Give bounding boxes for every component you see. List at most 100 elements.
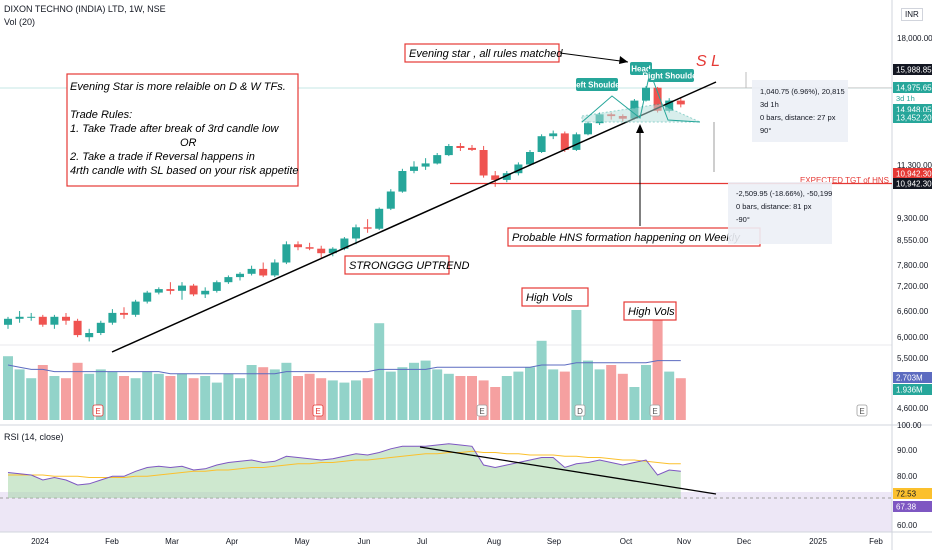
volume-bar (385, 371, 396, 420)
measure-low-badge-bg (893, 112, 932, 123)
volume-bar (629, 387, 640, 420)
high-vols-box-1 (521, 287, 589, 307)
volume-bar (513, 371, 524, 420)
candle-body (514, 164, 523, 174)
hns-text: Probable HNS formation happening on Week… (512, 232, 741, 244)
volume-bar (675, 378, 686, 420)
price-tick-label: 9,300.00 (897, 214, 929, 223)
evening-star-text: Evening star , all rules matched (409, 48, 563, 60)
measure-high-badge-bg (893, 104, 932, 115)
time-tick-label: Dec (737, 537, 751, 546)
head-label: Head (631, 65, 651, 74)
vol-ma-badge-bg (893, 372, 932, 383)
candle-body (224, 277, 233, 283)
volume-bar (641, 365, 651, 420)
event-icon: D (577, 407, 583, 416)
rsi-overbought-fill (8, 443, 681, 498)
candle-body (236, 273, 244, 278)
volume-bar (443, 373, 454, 420)
volume-bar (84, 373, 95, 420)
measure-box-1 (752, 80, 848, 142)
volume-bar (490, 387, 501, 420)
candle-body (120, 312, 128, 315)
measure-box-1-line: 1,040.75 (6.96%), 20,815 (760, 87, 845, 96)
volume-bar (652, 316, 663, 420)
candle-body (108, 312, 117, 323)
trade-rules-line: 2. Take a trade if Reversal happens in (69, 151, 255, 163)
hns-outline (581, 70, 701, 123)
candle-body (433, 155, 442, 164)
candle-body (479, 150, 488, 176)
volume-bar (501, 376, 512, 420)
volume-bar (536, 340, 547, 420)
head-label-bg (630, 62, 652, 75)
candle-body (549, 133, 558, 137)
price-tick-label: 6,000.00 (897, 333, 929, 342)
volume-bar (374, 323, 385, 420)
volume-bar (617, 373, 628, 420)
vol-badge-bg (893, 384, 932, 395)
candle-body (468, 147, 476, 150)
volume-bar (420, 360, 431, 420)
rsi-ma-line (8, 450, 681, 478)
price-tick-label: 5,500.00 (897, 354, 929, 363)
time-tick-label: Mar (165, 537, 179, 546)
rsi-tick-label: 80.00 (897, 472, 918, 481)
measure-box-1-line: 0 bars, distance: 27 px (760, 113, 836, 122)
candle-body (62, 316, 70, 321)
volume-bar (362, 378, 373, 420)
event-icon: E (479, 407, 484, 416)
volume-bar (107, 371, 118, 420)
time-tick-label: Feb (105, 537, 119, 546)
event-icon-bg (574, 404, 586, 417)
volume-bar (664, 371, 675, 420)
price-tick-label: 6,600.00 (897, 307, 929, 316)
measure-high-badge: 14,948.05 (896, 106, 932, 115)
volume-bar (95, 369, 106, 420)
tgt-badge-1: 10,942.30 (896, 170, 932, 179)
event-icon: E (652, 407, 657, 416)
candle-body (201, 290, 210, 295)
volume-ma-line (7, 360, 681, 375)
event-icon-bg (476, 404, 488, 417)
event-icon-bg (312, 404, 324, 417)
price-tick-label: 7,200.00 (897, 282, 929, 291)
volume-bar (49, 376, 60, 420)
right-shoulder-label: Right Shoulder (642, 72, 699, 81)
trade-rules-line: 1. Take Trade after break of 3rd candle … (70, 123, 280, 135)
evening-star-box (404, 43, 560, 63)
volume-bar (142, 371, 153, 420)
uptrend-line (111, 81, 717, 353)
right-shoulder-label-bg (648, 69, 694, 82)
volume-bar (594, 369, 605, 420)
last-price-badge: 14,975.65 (896, 84, 932, 93)
volume-bar (61, 378, 71, 420)
candle-body (421, 163, 430, 167)
rsi-tick-label: 60.00 (897, 521, 918, 530)
volume-bar (200, 376, 211, 420)
volume-bar (293, 376, 303, 420)
uptrend-box (344, 255, 450, 275)
candle-body (294, 244, 302, 248)
volume-bar (14, 369, 25, 420)
candle-body (653, 87, 662, 111)
left-shoulder-label-bg (576, 78, 618, 91)
vol-ma-badge: 2.703M (896, 374, 923, 383)
time-tick-label: Jun (358, 537, 371, 546)
currency-button[interactable]: INR (901, 8, 923, 21)
rsi-ma-badge-bg (893, 488, 932, 499)
volume-bar (223, 373, 234, 420)
time-tick-label: 2025 (809, 537, 827, 546)
candle-body (665, 100, 674, 111)
candle-body (491, 175, 500, 180)
candle-body (676, 100, 685, 105)
price-tick-label: 18,000.00 (897, 34, 932, 43)
candle-body (212, 282, 221, 291)
candle-body (305, 247, 314, 249)
trade-rules-line: 4rth candle with SL based on your risk a… (70, 165, 299, 177)
rsi-badge: 67.38 (896, 503, 917, 512)
time-tick-label: Nov (677, 537, 691, 546)
event-icon-bg (92, 404, 104, 417)
volume-bar (339, 382, 350, 420)
